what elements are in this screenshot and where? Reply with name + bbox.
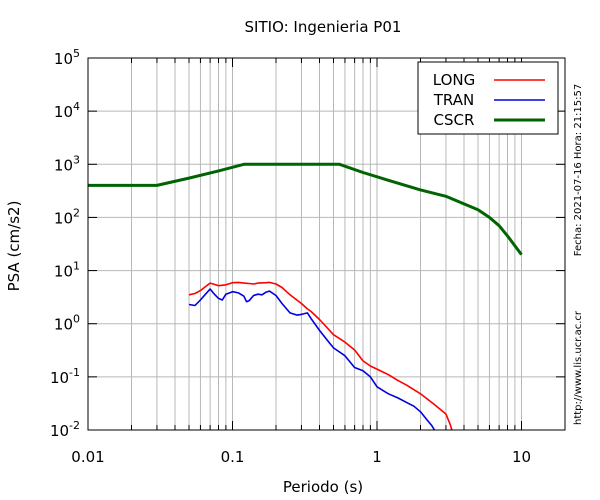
- series-cscr-line: [88, 162, 523, 256]
- url-label: http://www.lis.ucr.ac.cr: [573, 310, 584, 425]
- y-tick-label: 104: [54, 100, 80, 121]
- x-tick-label: 0.1: [221, 448, 245, 466]
- y-tick-label: 101: [54, 260, 80, 281]
- y-tick-label: 10-1: [50, 366, 80, 387]
- y-tick-label: 103: [54, 153, 80, 174]
- y-axis-title: PSA (cm/s2): [5, 201, 23, 292]
- legend-label-tran: TRAN: [433, 91, 474, 109]
- plot-frame: [87, 57, 566, 431]
- x-tick-label: 1: [372, 448, 382, 466]
- axis-ticks: 0.01 0.1 1 10 10-2 10-1 100 101 102 103 104 105: [50, 47, 566, 466]
- x-tick-label: 0.01: [71, 448, 104, 466]
- legend: LONG TRAN CSCR: [417, 61, 559, 135]
- legend-label-cscr: CSCR: [434, 111, 475, 129]
- y-tick-label: 10-2: [50, 419, 80, 440]
- y-tick-label: 105: [54, 47, 80, 68]
- x-axis-title: Periodo (s): [283, 478, 363, 496]
- chart-title: SITIO: Ingenieria P01: [245, 18, 402, 36]
- series-long-line: [188, 281, 453, 431]
- plot-area: [88, 162, 523, 431]
- series-tran-line: [188, 288, 436, 431]
- x-tick-label: 10: [512, 448, 531, 466]
- legend-box: [417, 61, 559, 135]
- y-tick-label: 102: [54, 206, 80, 227]
- grid: [87, 57, 566, 431]
- date-label: Fecha: 2021-07-16 Hora: 21:15:57: [573, 84, 584, 257]
- y-tick-label: 100: [54, 313, 80, 334]
- legend-label-long: LONG: [433, 71, 475, 89]
